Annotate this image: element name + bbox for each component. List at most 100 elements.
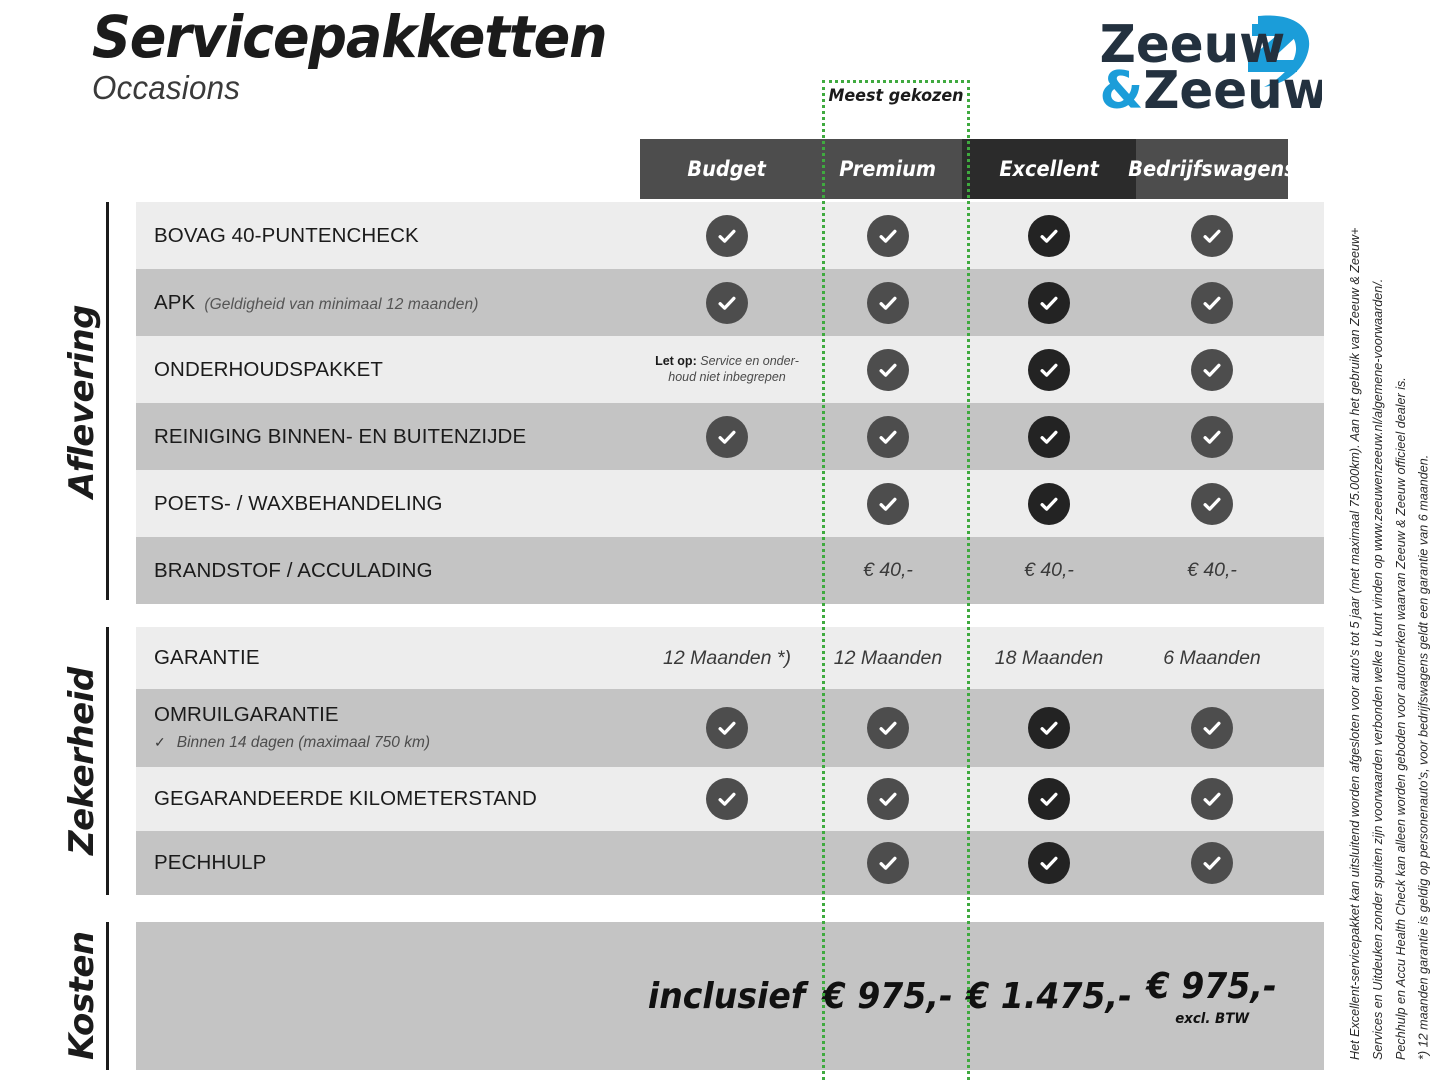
cell-budget <box>640 202 814 269</box>
svg-text:&Zeeuw: &Zeeuw <box>1100 61 1322 116</box>
row-label: APK (Geldigheid van minimaal 12 maanden) <box>136 291 640 315</box>
cell-excellent <box>962 336 1136 403</box>
check-icon <box>1191 415 1233 458</box>
cell-budget: Let op: Service en onder­houd niet inbeg… <box>640 336 814 403</box>
check-icon <box>706 707 748 749</box>
section-label-aflevering: Aflevering <box>62 304 102 498</box>
price-excellent-value: € 1.475,- <box>966 975 1132 1017</box>
page-title: Servicepakketten <box>92 3 607 71</box>
table-row: BOVAG 40-PUNTENCHECK <box>136 202 1324 269</box>
column-header-excellent[interactable]: Excellent <box>962 139 1136 199</box>
row-label-text: BRANDSTOF / ACCULADING <box>154 558 433 582</box>
disclaimer-line-1: Het Excellent-servicepakket kan uitsluit… <box>1348 227 1362 1060</box>
cell-excellent <box>962 470 1136 537</box>
check-icon <box>867 281 909 324</box>
check-icon <box>1191 707 1233 749</box>
cell-budget <box>640 831 814 895</box>
cell-excellent <box>962 689 1136 767</box>
table-row: PECHHULP <box>136 831 1324 895</box>
title-block: Servicepakketten Occasions <box>92 3 645 107</box>
section-rule-zekerheid <box>106 627 109 895</box>
check-icon <box>1191 214 1233 257</box>
price-budget-value: inclusief <box>648 975 806 1017</box>
cell-premium <box>814 689 962 767</box>
row-label-text: APK <box>154 290 196 314</box>
check-icon <box>706 778 748 820</box>
disclaimer-text: Het Excellent-servicepakket kan uitsluit… <box>1344 130 1434 1060</box>
check-icon <box>1191 842 1233 884</box>
cell-excellent <box>962 202 1136 269</box>
cell-budget: 12 Maanden *) <box>663 646 791 669</box>
section-label-zekerheid: Zekerheid <box>62 667 102 855</box>
row-label-text: ONDERHOUDSPAKKET <box>154 357 384 381</box>
cell-excellent: € 40,- <box>1024 559 1074 581</box>
section-rule-aflevering <box>106 202 109 600</box>
check-icon <box>1028 214 1070 257</box>
cell-excellent <box>962 403 1136 470</box>
letop-bold: Let op: <box>655 354 697 369</box>
check-icon <box>1028 778 1070 820</box>
column-header-budget[interactable]: Budget <box>640 139 814 199</box>
check-icon <box>1028 415 1070 458</box>
row-label-text: GEGARANDEERDE KILOMETERSTAND <box>154 787 537 810</box>
row-label-text: REINIGING BINNEN- EN BUITENZIJDE <box>154 424 527 448</box>
svg-text:Zeeuw: Zeeuw <box>1100 15 1286 75</box>
column-header-excellent-label: Excellent <box>999 157 1099 181</box>
cell-excellent: 18 Maanden <box>994 646 1104 669</box>
check-icon <box>706 214 748 257</box>
row-label: POETS- / WAXBEHANDELING <box>136 492 640 516</box>
column-header-bedrijfswagens[interactable]: Bedrijfswagens <box>1128 139 1296 199</box>
cell-bedrijfswagens <box>1136 767 1288 831</box>
price-bedrijfswagens-note: excl. BTW <box>1175 1010 1249 1027</box>
row-label-text: PECHHULP <box>154 851 267 874</box>
price-excellent: € 1.475,- <box>962 922 1136 1070</box>
cell-budget <box>640 470 814 537</box>
cell-premium <box>814 336 962 403</box>
cell-bedrijfswagens: 6 Maanden <box>1163 646 1261 669</box>
cell-budget <box>640 269 814 336</box>
check-icon <box>867 778 909 820</box>
check-icon <box>867 482 909 525</box>
disclaimer-line-3: Pechhulp en Accu Health Check kan alleen… <box>1393 377 1408 1060</box>
check-icon <box>1191 281 1233 324</box>
price-premium: € 975,- <box>814 922 962 1070</box>
table-row: BRANDSTOF / ACCULADING € 40,- € 40,- € 4… <box>136 537 1324 604</box>
cell-premium <box>814 831 962 895</box>
column-header-premium-label: Premium <box>839 157 937 181</box>
price-budget: inclusief <box>640 922 814 1070</box>
zeeuw-en-zeeuw-logo: Zeeuw &Zeeuw <box>1092 8 1322 116</box>
column-header-budget-label: Budget <box>687 157 767 181</box>
check-icon <box>1191 482 1233 525</box>
column-header-bedrijfswagens-label: Bedrijfswagens <box>1128 157 1296 181</box>
check-icon <box>706 415 748 458</box>
section-label-kosten: Kosten <box>62 931 102 1061</box>
cell-bedrijfswagens: € 40,- <box>1187 559 1237 581</box>
row-label: BRANDSTOF / ACCULADING <box>136 559 640 583</box>
cell-premium: 12 Maanden <box>833 646 943 669</box>
check-icon <box>867 707 909 749</box>
table-row: ONDERHOUDSPAKKET Let op: Service en onde… <box>136 336 1324 403</box>
table-row: OMRUILGARANTIE ✓ Binnen 14 dagen (maxima… <box>136 689 1324 767</box>
column-headers: Budget Premium Excellent Bedrijfswagens <box>640 139 1296 199</box>
check-icon <box>1028 707 1070 749</box>
column-header-premium[interactable]: Premium <box>814 139 962 199</box>
row-label-text: OMRUILGARANTIE <box>154 703 339 727</box>
row-label-note: (Geldigheid van minimaal 12 maanden) <box>204 295 479 313</box>
check-icon <box>706 281 748 324</box>
table-row: REINIGING BINNEN- EN BUITENZIJDE <box>136 403 1324 470</box>
check-icon <box>1028 281 1070 324</box>
section-zekerheid: GARANTIE 12 Maanden *) 12 Maanden 18 Maa… <box>136 627 1324 895</box>
row-label-sub: ✓ Binnen 14 dagen (maximaal 750 km) <box>154 734 640 752</box>
check-icon <box>1191 778 1233 820</box>
cell-budget <box>640 537 814 604</box>
meest-gekozen-label: Meest gekozen <box>828 86 964 106</box>
check-icon <box>1028 842 1070 884</box>
section-aflevering: BOVAG 40-PUNTENCHECK APK (Geldigheid van… <box>136 202 1324 604</box>
price-premium-value: € 975,- <box>822 975 954 1017</box>
kosten-band: inclusief € 975,- € 1.475,- € 975,- excl… <box>136 922 1324 1070</box>
disclaimer-line-2: Services en Uitdeuken zonder spuiten zij… <box>1370 278 1385 1060</box>
table-row: GARANTIE 12 Maanden *) 12 Maanden 18 Maa… <box>136 627 1324 689</box>
row-label: ONDERHOUDSPAKKET <box>136 358 640 382</box>
cell-premium <box>814 269 962 336</box>
page-subtitle: Occasions <box>92 69 241 107</box>
